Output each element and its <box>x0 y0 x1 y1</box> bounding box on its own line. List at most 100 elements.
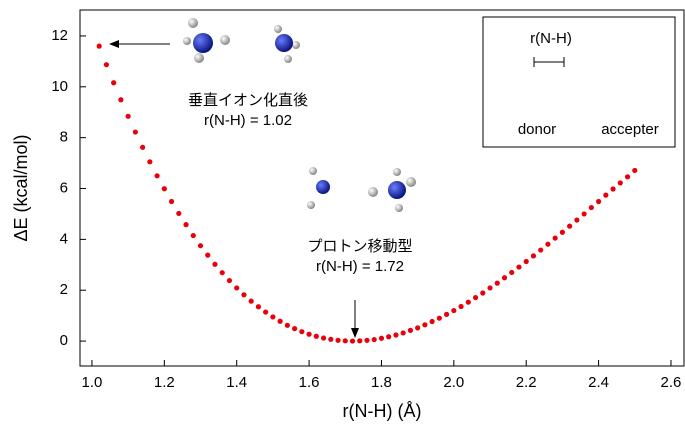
data-point <box>343 338 348 343</box>
data-point <box>299 329 304 334</box>
data-point <box>437 316 442 321</box>
annotation: プロトン移動型 <box>307 238 412 255</box>
x-tick-label: 1.6 <box>299 374 320 391</box>
data-point <box>205 253 210 258</box>
data-point <box>118 97 123 102</box>
data-point <box>567 224 572 229</box>
data-point <box>502 275 507 280</box>
data-point <box>582 211 587 216</box>
data-point <box>538 247 543 252</box>
data-point <box>495 281 500 286</box>
data-point <box>249 299 254 304</box>
data-point <box>415 325 420 330</box>
x-tick-label: 1.4 <box>226 374 247 391</box>
y-tick-label: 10 <box>51 78 68 95</box>
data-point <box>350 338 355 343</box>
inset-acceptor: accepter <box>601 121 659 138</box>
data-point <box>393 332 398 337</box>
inset-label: r(N-H) <box>530 30 572 47</box>
data-point <box>531 253 536 258</box>
data-point <box>487 285 492 290</box>
data-point <box>545 242 550 247</box>
data-point <box>610 186 615 191</box>
data-point <box>234 285 239 290</box>
y-tick-label: 0 <box>60 332 68 349</box>
data-point <box>97 44 102 49</box>
data-point <box>154 173 159 178</box>
data-point <box>473 295 478 300</box>
data-point <box>306 332 311 337</box>
data-point <box>162 186 167 191</box>
y-tick-label: 4 <box>60 230 68 247</box>
inset-donor: donor <box>518 121 556 138</box>
data-point <box>321 335 326 340</box>
data-point <box>632 168 637 173</box>
data-point <box>596 199 601 204</box>
data-point <box>328 337 333 342</box>
data-point <box>212 262 217 267</box>
data-point <box>335 338 340 343</box>
data-point <box>263 309 268 314</box>
data-point <box>111 80 116 85</box>
y-axis-title: ΔE (kcal/mol) <box>11 134 31 241</box>
data-point <box>480 290 485 295</box>
data-point <box>191 233 196 238</box>
x-tick-label: 2.0 <box>443 374 464 391</box>
data-point <box>270 314 275 319</box>
data-point <box>560 230 565 235</box>
data-point <box>430 319 435 324</box>
y-tick-label: 6 <box>60 179 68 196</box>
data-point <box>422 322 427 327</box>
data-point <box>147 159 152 164</box>
x-tick-label: 1.8 <box>371 374 392 391</box>
y-tick-label: 12 <box>51 27 68 44</box>
data-point <box>198 243 203 248</box>
data-point <box>524 259 529 264</box>
data-point <box>176 211 181 216</box>
data-point <box>140 145 145 150</box>
annotation: r(N-H) = 1.02 <box>204 112 292 129</box>
x-tick-label: 2.4 <box>588 374 609 391</box>
data-point <box>589 205 594 210</box>
data-point <box>220 270 225 275</box>
data-point <box>408 328 413 333</box>
annotation: r(N-H) = 1.72 <box>316 258 404 275</box>
data-point <box>169 199 174 204</box>
chart: 垂直イオン化直後 r(N-H) = 1.02 プロトン移動型 r(N-H) = … <box>0 0 685 427</box>
data-point <box>133 129 138 134</box>
data-point <box>553 235 558 240</box>
data-point <box>364 338 369 343</box>
data-point <box>401 330 406 335</box>
data-point <box>466 300 471 305</box>
data-point <box>618 180 623 185</box>
data-point <box>285 323 290 328</box>
annotation: 垂直イオン化直後 <box>188 92 308 109</box>
y-tick-label: 8 <box>60 129 68 146</box>
data-point <box>625 174 630 179</box>
x-tick-label: 2.6 <box>661 374 682 391</box>
x-tick-label: 1.2 <box>154 374 175 391</box>
y-tick-label: 2 <box>60 281 68 298</box>
data-point <box>372 337 377 342</box>
x-tick-label: 1.0 <box>82 374 103 391</box>
data-point <box>256 304 261 309</box>
data-point <box>509 270 514 275</box>
data-point <box>379 336 384 341</box>
data-point <box>227 278 232 283</box>
x-tick-label: 2.2 <box>516 374 537 391</box>
data-point <box>278 319 283 324</box>
data-point <box>292 326 297 331</box>
data-point <box>314 334 319 339</box>
data-point <box>357 338 362 343</box>
data-point <box>603 193 608 198</box>
data-point <box>574 217 579 222</box>
data-point <box>126 114 131 119</box>
data-point <box>458 304 463 309</box>
data-point <box>104 62 109 67</box>
data-point <box>241 292 246 297</box>
data-point <box>386 334 391 339</box>
data-point <box>451 308 456 313</box>
x-axis-title: r(N-H) (Å) <box>343 401 422 421</box>
data-point <box>444 312 449 317</box>
data-point <box>183 222 188 227</box>
